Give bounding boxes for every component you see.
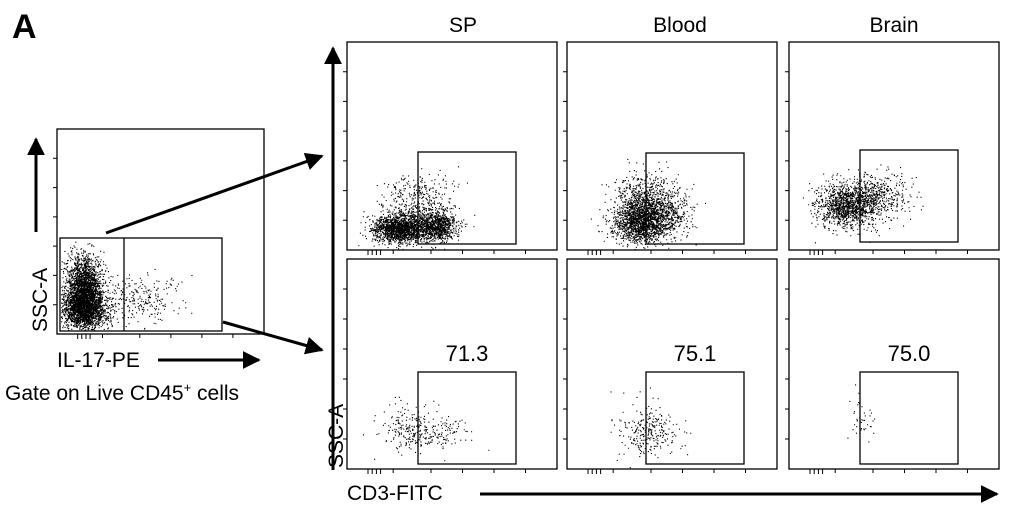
plot-events — [610, 387, 692, 469]
column-header-brain: Brain — [869, 14, 918, 37]
plot-ticks — [343, 71, 526, 255]
gate-percentage-blood: 75.1 — [674, 341, 717, 366]
plot-frame — [788, 41, 1000, 251]
plot-ticks — [563, 71, 746, 255]
plot-ticks — [563, 288, 746, 474]
plot-frame — [346, 258, 558, 470]
grid-x-axis-label: CD3-FITC — [347, 482, 443, 505]
panel-label: A — [12, 8, 37, 46]
gate-percentage-brain: 75.0 — [888, 341, 931, 366]
plot-events — [847, 384, 876, 443]
event-dots — [802, 164, 924, 244]
il17-gate — [645, 371, 745, 465]
plot-ticks — [343, 288, 526, 474]
tick-marks — [785, 288, 968, 474]
plot-frame — [346, 41, 558, 251]
plot-ticks — [785, 71, 968, 255]
gating-x-axis-label: IL-17-PE — [57, 349, 140, 372]
plot-events — [358, 166, 476, 250]
il17-gate — [417, 371, 517, 465]
tick-marks — [563, 288, 746, 474]
plot-brain-bottom: 75.0 — [785, 258, 1000, 474]
connector-arrow-top — [105, 152, 324, 235]
live-cd45-gate — [59, 237, 223, 332]
plot-sp-top — [343, 41, 558, 255]
tick-marks — [343, 288, 526, 474]
tick-marks — [343, 71, 526, 255]
gating-caption: Gate on Live CD45+ cells — [5, 380, 239, 405]
tick-marks — [53, 157, 234, 339]
gating-y-axis-label: SSC-A — [29, 268, 52, 332]
column-header-sp: SP — [449, 14, 477, 37]
il17-gate — [859, 371, 959, 465]
event-dots — [847, 384, 876, 443]
column-header-blood: Blood — [653, 14, 707, 37]
tick-marks — [785, 71, 968, 255]
gate-percentage-sp: 71.3 — [446, 341, 489, 366]
gating-plot-frame — [56, 128, 265, 335]
plot-blood-bottom: 75.1 — [563, 258, 778, 474]
gating-plot: SSC-A IL-17-PE Gate on Live CD45+ cells — [5, 128, 265, 405]
cd3-gate — [859, 149, 959, 243]
plot-ticks — [785, 288, 968, 474]
event-dots — [610, 387, 692, 469]
plot-frame — [788, 258, 1000, 470]
event-dots — [362, 396, 490, 462]
plot-blood-top — [563, 41, 778, 255]
plot-brain-top — [785, 41, 1000, 255]
tick-marks — [563, 71, 746, 255]
event-dots — [358, 166, 476, 250]
plot-sp-bottom: 71.3 — [343, 258, 558, 474]
gating-plot-ticks — [53, 157, 234, 339]
cd3-gate — [645, 152, 745, 245]
plot-frame — [566, 41, 778, 251]
plot-events — [362, 396, 490, 462]
event-dots — [61, 241, 193, 332]
plot-frame — [566, 258, 778, 470]
plot-events — [590, 158, 707, 251]
cd3-gate — [417, 151, 517, 245]
gating-plot-events — [61, 241, 193, 332]
plot-events — [802, 164, 924, 244]
grid-y-axis-label: SSC-A — [325, 404, 348, 468]
connector-arrow-bottom — [222, 320, 324, 355]
event-dots — [590, 158, 707, 251]
